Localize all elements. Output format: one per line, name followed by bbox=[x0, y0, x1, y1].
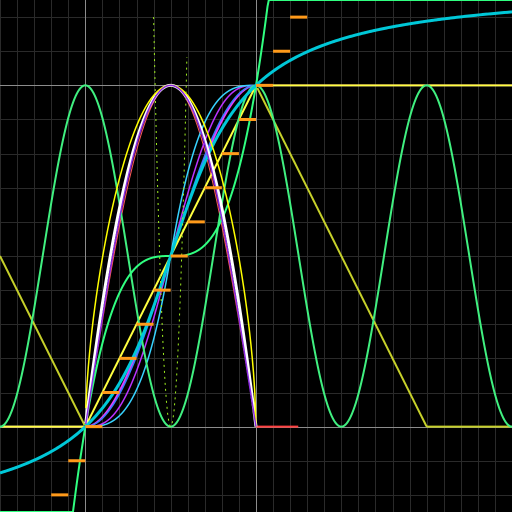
series-line-triangle_fold bbox=[0, 87, 512, 428]
series-line-violet_hump bbox=[85, 84, 257, 427]
series-line-dotted_parabola bbox=[153, 17, 188, 427]
